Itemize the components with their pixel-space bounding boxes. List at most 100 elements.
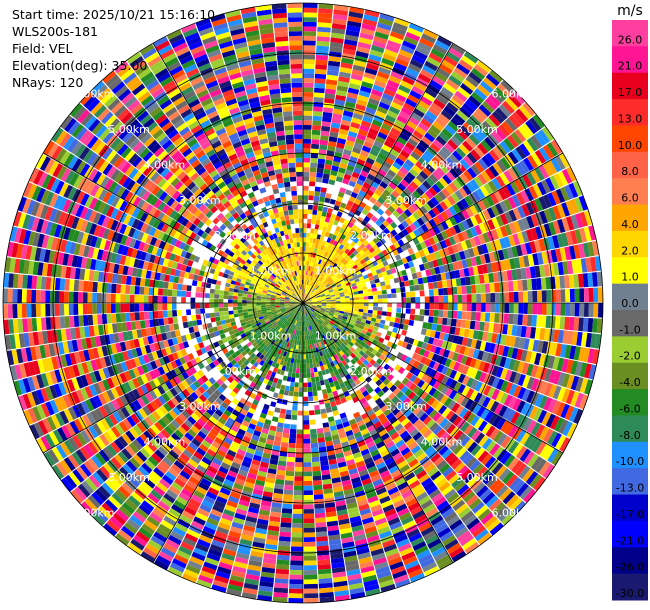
velocity-gate (547, 448, 559, 463)
velocity-gate (424, 296, 430, 303)
velocity-gate (510, 411, 521, 425)
velocity-gate (303, 303, 308, 305)
velocity-gate (330, 297, 336, 300)
velocity-gate (406, 297, 411, 303)
velocity-gate (454, 462, 466, 474)
velocity-gate (437, 223, 445, 233)
velocity-gate (470, 339, 478, 349)
velocity-gate (375, 136, 386, 144)
velocity-gate (408, 319, 415, 326)
velocity-gate (317, 559, 331, 566)
velocity-gate (324, 217, 331, 223)
velocity-gate (578, 273, 584, 288)
velocity-gate (351, 171, 360, 179)
velocity-gate (316, 40, 330, 47)
velocity-gate (303, 532, 316, 538)
velocity-gate (321, 389, 328, 395)
velocity-gate (371, 204, 380, 212)
velocity-gate (311, 219, 316, 225)
velocity-gate (439, 418, 449, 428)
velocity-gate (325, 88, 336, 95)
velocity-gate (545, 177, 556, 192)
velocity-gate (306, 280, 309, 285)
velocity-gate (464, 541, 480, 554)
velocity-gate (394, 423, 404, 432)
velocity-gate (323, 288, 328, 293)
velocity-gate (387, 303, 393, 308)
velocity-gate (288, 391, 294, 397)
velocity-gate (404, 356, 412, 364)
velocity-gate (362, 401, 370, 409)
velocity-gate (481, 101, 495, 114)
velocity-gate (347, 274, 353, 280)
velocity-gate (415, 46, 430, 57)
velocity-gate (351, 328, 358, 334)
velocity-gate (303, 396, 309, 402)
velocity-gate (422, 180, 432, 190)
velocity-gate (503, 170, 514, 183)
velocity-gate (543, 446, 555, 461)
velocity-gate (521, 230, 530, 243)
velocity-gate (466, 258, 473, 268)
velocity-gate (331, 255, 336, 262)
velocity-gate (400, 292, 406, 298)
velocity-gate (356, 359, 363, 366)
velocity-gate (344, 309, 350, 313)
velocity-gate (359, 279, 366, 284)
velocity-gate (458, 268, 465, 278)
velocity-gate (561, 358, 569, 373)
velocity-gate (307, 303, 313, 305)
velocity-gate (362, 166, 371, 174)
velocity-gate (290, 424, 297, 430)
velocity-gate (472, 403, 482, 415)
velocity-gate (445, 218, 454, 228)
velocity-gate (405, 217, 413, 226)
velocity-gate (367, 328, 373, 334)
velocity-gate (326, 301, 332, 303)
velocity-gate (358, 324, 365, 330)
velocity-gate (343, 173, 352, 181)
velocity-gate (485, 425, 496, 438)
velocity-gate (337, 332, 344, 338)
velocity-gate (300, 359, 303, 364)
velocity-gate (355, 163, 364, 170)
velocity-gate (345, 140, 355, 147)
velocity-gate (382, 189, 392, 197)
velocity-gate (305, 275, 308, 280)
velocity-gate (425, 406, 435, 416)
velocity-gate (317, 205, 324, 212)
velocity-gate (579, 394, 589, 410)
velocity-gate (417, 41, 432, 52)
velocity-gate (296, 438, 303, 444)
velocity-gate (314, 404, 320, 411)
velocity-gate (494, 87, 508, 101)
velocity-gate (465, 276, 471, 286)
velocity-gate (502, 471, 515, 485)
velocity-gate (363, 309, 369, 313)
velocity-gate (410, 134, 421, 144)
velocity-gate (482, 362, 491, 373)
velocity-gate (383, 324, 389, 331)
velocity-gate (267, 410, 274, 417)
velocity-gate (436, 258, 444, 267)
velocity-gate (308, 266, 311, 271)
velocity-gate (417, 226, 425, 235)
velocity-gate (355, 138, 365, 146)
velocity-gate (534, 149, 547, 164)
velocity-gate (343, 324, 349, 329)
velocity-gate (588, 303, 594, 318)
velocity-gate (578, 317, 584, 332)
velocity-gate (363, 292, 369, 297)
velocity-gate (312, 304, 317, 306)
velocity-gate (308, 280, 312, 286)
velocity-gate (572, 181, 583, 197)
velocity-gate (320, 187, 327, 193)
velocity-gate (401, 220, 409, 229)
velocity-gate (392, 22, 408, 32)
velocity-gate (513, 291, 519, 303)
velocity-gate (311, 456, 320, 463)
velocity-gate (366, 409, 375, 417)
velocity-gate (306, 305, 311, 309)
velocity-gate (339, 162, 348, 170)
velocity-gate (371, 192, 380, 201)
